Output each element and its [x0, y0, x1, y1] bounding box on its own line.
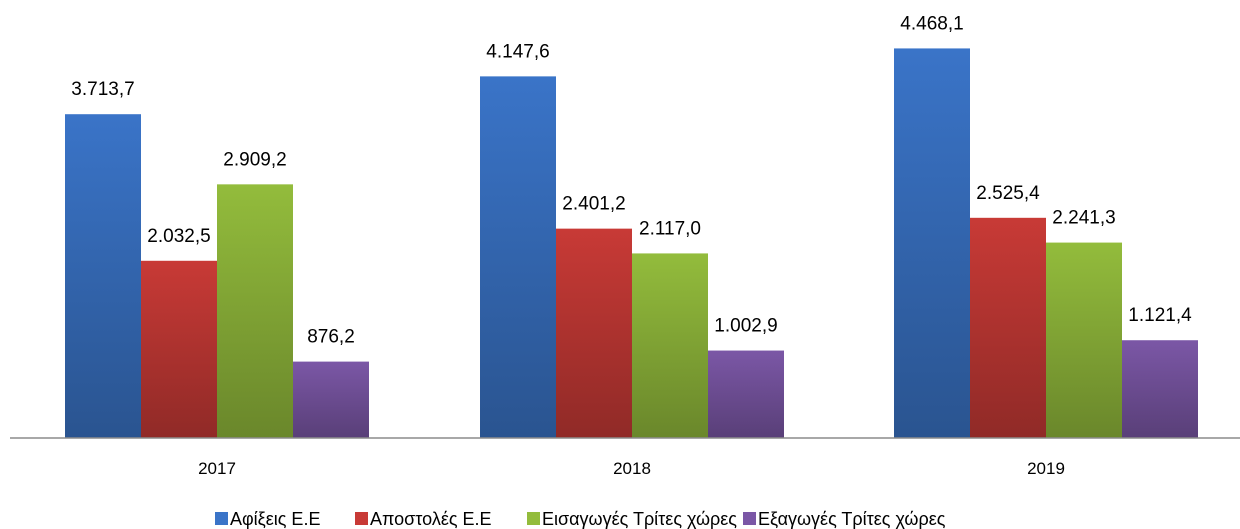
legend-item-2: Αποστολές Ε.Ε [355, 509, 492, 529]
data-label-2018-series-4: 1.002,9 [714, 316, 777, 337]
legend-item-3: Εισαγωγές Τρίτες χώρες [527, 509, 737, 529]
bar-2017-series-2 [141, 260, 217, 438]
legend-label-1: Αφίξεις Ε.Ε [230, 509, 320, 529]
bar-2017-series-3 [217, 184, 293, 438]
data-label-2019-series-4: 1.121,4 [1128, 305, 1192, 326]
legend-swatch-3 [527, 512, 540, 525]
data-label-2019-series-3: 2.241,3 [1052, 208, 1115, 229]
category-label-2017: 2017 [198, 459, 236, 478]
bar-2019-series-3 [1046, 242, 1122, 438]
data-label-2017-series-4: 876,2 [307, 327, 355, 348]
data-label-2018-series-1: 4.147,6 [486, 41, 549, 62]
bar-2017-series-4 [293, 361, 369, 438]
legend-item-4: Εξαγωγές Τρίτες χώρες [743, 509, 946, 529]
data-label-2018-series-2: 2.401,2 [562, 194, 625, 215]
legend-label-4: Εξαγωγές Τρίτες χώρες [758, 509, 946, 529]
bar-2019-series-1 [894, 48, 970, 438]
data-label-2019-series-1: 4.468,1 [900, 13, 963, 34]
data-label-2018-series-3: 2.117,0 [639, 218, 701, 239]
bar-2017-series-1 [65, 114, 141, 438]
category-labels-layer: 2017 2018 2019 [198, 459, 1065, 478]
data-label-2019-series-2: 2.525,4 [976, 183, 1040, 204]
legend: Αφίξεις Ε.Ε Αποστολές Ε.Ε Εισαγωγές Τρίτες… [215, 509, 946, 529]
data-label-2017-series-1: 3.713,7 [71, 79, 134, 100]
legend-label-2: Αποστολές Ε.Ε [370, 509, 492, 529]
bar-2018-series-3 [632, 253, 708, 438]
category-label-2019: 2019 [1027, 459, 1065, 478]
legend-item-1: Αφίξεις Ε.Ε [215, 509, 320, 529]
bars-layer [65, 48, 1198, 438]
bar-2019-series-4 [1122, 340, 1198, 438]
legend-swatch-1 [215, 512, 228, 525]
data-labels-layer: 3.713,7 2.032,5 2.909,2 876,2 4.147,6 2.401,2… [71, 13, 1192, 347]
legend-swatch-2 [355, 512, 368, 525]
data-label-2017-series-2: 2.032,5 [147, 226, 210, 247]
legend-swatch-4 [743, 512, 756, 525]
bar-2018-series-4 [708, 350, 784, 438]
data-label-2017-series-3: 2.909,2 [223, 149, 286, 170]
bar-2019-series-2 [970, 217, 1046, 438]
bar-2018-series-1 [480, 76, 556, 438]
bar-2018-series-2 [556, 228, 632, 438]
category-label-2018: 2018 [613, 459, 651, 478]
legend-label-3: Εισαγωγές Τρίτες χώρες [542, 509, 737, 529]
